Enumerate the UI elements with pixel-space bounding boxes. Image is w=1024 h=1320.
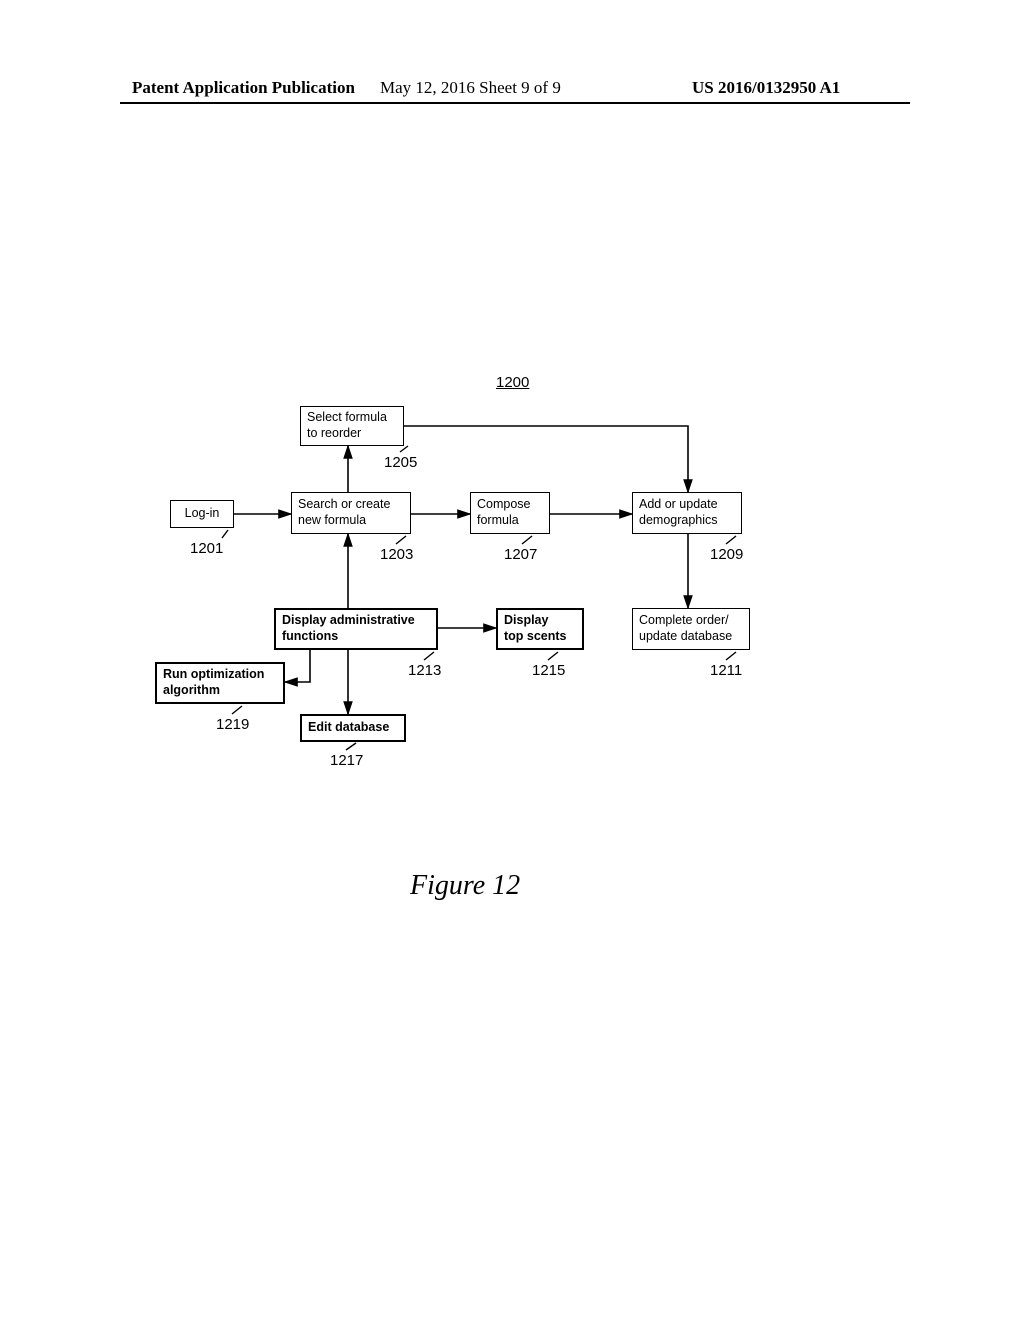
flow-label-n1209: 1209 bbox=[710, 546, 743, 563]
header-right-text: US 2016/0132950 A1 bbox=[692, 78, 840, 98]
flow-label-n1219: 1219 bbox=[216, 716, 249, 733]
callout-tick bbox=[232, 706, 242, 714]
flow-node-n1215: Display top scents bbox=[496, 608, 584, 650]
callout-tick bbox=[400, 446, 408, 452]
callout-tick bbox=[522, 536, 532, 544]
flow-label-n1203: 1203 bbox=[380, 546, 413, 563]
figure-caption: Figure 12 bbox=[410, 870, 520, 902]
flow-label-n1211: 1211 bbox=[710, 662, 742, 679]
flow-node-n1209: Add or update demographics bbox=[632, 492, 742, 534]
flow-label-n1207: 1207 bbox=[504, 546, 537, 563]
callout-tick bbox=[424, 652, 434, 660]
callout-tick bbox=[726, 652, 736, 660]
flow-label-n1217: 1217 bbox=[330, 752, 363, 769]
callout-tick bbox=[222, 530, 228, 538]
header-center-text: May 12, 2016 Sheet 9 of 9 bbox=[380, 78, 561, 98]
callout-tick bbox=[396, 536, 406, 544]
flow-node-n1207: Compose formula bbox=[470, 492, 550, 534]
callout-tick bbox=[548, 652, 558, 660]
flow-node-n1203: Search or create new formula bbox=[291, 492, 411, 534]
flow-node-n1219: Run optimization algorithm bbox=[155, 662, 285, 704]
flowchart-diagram: 1200 Log-inSearch or create new formulaS… bbox=[0, 360, 1024, 880]
header-left-text: Patent Application Publication bbox=[132, 78, 355, 98]
flow-node-n1217: Edit database bbox=[300, 714, 406, 742]
flow-arrow bbox=[285, 650, 310, 682]
flow-node-n1211: Complete order/ update database bbox=[632, 608, 750, 650]
flow-node-n1213: Display administrative functions bbox=[274, 608, 438, 650]
flow-node-n1201: Log-in bbox=[170, 500, 234, 528]
flow-label-n1201: 1201 bbox=[190, 540, 223, 557]
callout-tick bbox=[346, 743, 356, 750]
callout-tick bbox=[726, 536, 736, 544]
flow-node-n1205: Select formula to reorder bbox=[300, 406, 404, 446]
flow-label-n1205: 1205 bbox=[384, 454, 417, 471]
flow-arrow bbox=[404, 426, 688, 492]
flow-label-n1215: 1215 bbox=[532, 662, 565, 679]
header-rule bbox=[120, 102, 910, 104]
flow-label-n1213: 1213 bbox=[408, 662, 441, 679]
